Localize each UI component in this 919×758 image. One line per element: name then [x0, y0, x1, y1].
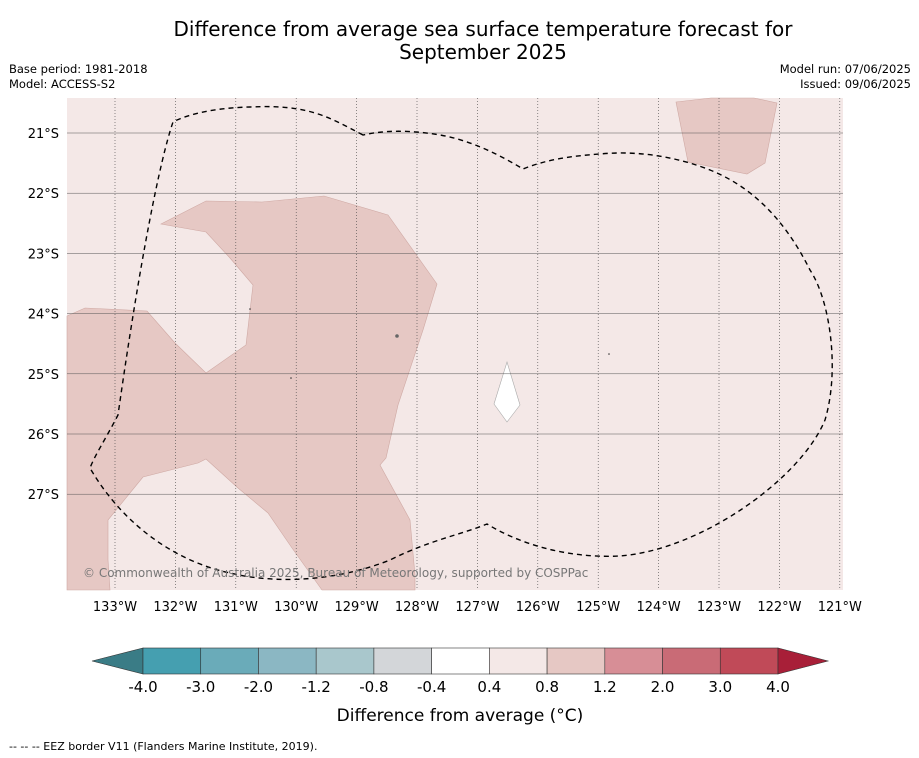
near-average-pocket: [493, 360, 521, 423]
island-marker: [608, 353, 610, 355]
colorbar-segment: [546, 647, 606, 675]
colorbar-segment: [604, 647, 663, 675]
copyright-credit: © Commonwealth of Australia 2025, Bureau…: [83, 566, 588, 580]
longitude-label: 121°W: [818, 600, 862, 615]
colorbar-segment: [315, 647, 375, 675]
model-name: Model: ACCESS-S2: [9, 77, 116, 91]
model-run: Model run: 07/06/2025: [779, 62, 911, 76]
colorbar-segment: [662, 647, 721, 675]
title-line-2: September 2025: [399, 40, 567, 64]
colorbar-tick-label: -1.2: [302, 678, 331, 696]
colorbar-arrow-low: [91, 647, 144, 675]
map-area: [66, 97, 843, 591]
longitude-label: 122°W: [757, 600, 801, 615]
title-line-1: Difference from average sea surface temp…: [173, 17, 793, 41]
colorbar-tick-label: 1.2: [593, 678, 617, 696]
colorbar: [91, 647, 830, 675]
colorbar-tick-label: -3.0: [186, 678, 215, 696]
eez-border: [89, 105, 833, 581]
colorbar-arrow-high: [777, 647, 830, 675]
longitude-label: 130°W: [274, 600, 318, 615]
colorbar-tick-label: 0.8: [535, 678, 559, 696]
eez-footnote: -- -- -- EEZ border V11 (Flanders Marine…: [9, 740, 318, 753]
longitude-label: 132°W: [153, 600, 197, 615]
longitude-label: 126°W: [516, 600, 560, 615]
island-marker: [290, 377, 292, 379]
warm-anomaly-region-northeast: [675, 97, 778, 175]
longitude-label: 125°W: [576, 600, 620, 615]
longitude-label: 129°W: [335, 600, 379, 615]
colorbar-tick-label: 2.0: [651, 678, 675, 696]
colorbar-tick-label: -4.0: [128, 678, 157, 696]
map-background: [67, 98, 843, 590]
longitude-label: 128°W: [395, 600, 439, 615]
chart-title: Difference from average sea surface temp…: [0, 18, 919, 64]
colorbar-tick-label: 3.0: [708, 678, 732, 696]
longitude-tick-labels: 133°W 132°W 131°W 130°W 129°W 128°W 127°W 126°W…: [93, 600, 862, 615]
gridlines: [67, 98, 843, 590]
latitude-label: 27°S: [28, 488, 59, 503]
colorbar-segment: [489, 647, 548, 675]
colorbar-tick-label: -2.0: [244, 678, 273, 696]
latitude-label: 25°S: [28, 368, 59, 383]
colorbar-tick-label: -0.8: [359, 678, 388, 696]
issued-date: Issued: 09/06/2025: [800, 77, 911, 91]
colorbar-segment: [258, 647, 317, 675]
longitude-label: 133°W: [93, 600, 137, 615]
warm-anomaly-region-west: [66, 195, 438, 591]
longitude-label: 123°W: [697, 600, 741, 615]
latitude-tick-labels: 21°S 22°S 23°S 24°S 25°S 26°S 27°S: [28, 127, 59, 503]
colorbar-tick-label: 4.0: [766, 678, 790, 696]
island-marker: [395, 334, 399, 338]
colorbar-title: Difference from average (°C): [337, 706, 584, 726]
latitude-label: 23°S: [28, 247, 59, 262]
colorbar-tick-label: 0.4: [477, 678, 501, 696]
colorbar-tick-label: -0.4: [417, 678, 446, 696]
longitude-label: 124°W: [637, 600, 681, 615]
colorbar-segment: [431, 647, 490, 675]
meta-right: Model run: 07/06/2025 Issued: 09/06/2025: [780, 62, 911, 92]
colorbar-segment: [719, 647, 779, 675]
colorbar-segment: [142, 647, 202, 675]
longitude-label: 127°W: [455, 600, 499, 615]
latitude-label: 21°S: [28, 127, 59, 142]
meta-left: Base period: 1981-2018 Model: ACCESS-S2: [9, 62, 148, 92]
base-period: Base period: 1981-2018: [9, 62, 148, 76]
latitude-label: 24°S: [28, 308, 59, 323]
colorbar-segment: [373, 647, 432, 675]
colorbar-tick-labels: -4.0 -3.0 -2.0 -1.2 -0.8 -0.4 0.4 0.8 1.2 2.0 3.0 4…: [128, 678, 790, 696]
island-marker: [249, 308, 251, 310]
latitude-label: 26°S: [28, 428, 59, 443]
latitude-label: 22°S: [28, 187, 59, 202]
colorbar-segment: [200, 647, 259, 675]
longitude-label: 131°W: [214, 600, 258, 615]
